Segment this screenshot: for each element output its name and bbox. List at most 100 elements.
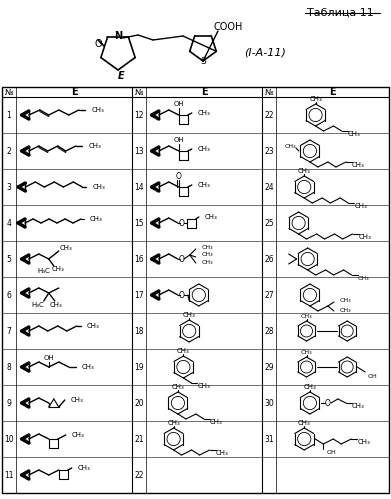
Text: O: O: [179, 290, 185, 299]
Text: №: №: [265, 87, 273, 96]
Text: E: E: [118, 71, 124, 81]
Text: 1: 1: [7, 110, 11, 119]
Text: 3: 3: [7, 183, 11, 192]
Text: CH₃: CH₃: [90, 216, 103, 222]
Text: 2: 2: [7, 147, 11, 156]
Text: OH: OH: [174, 137, 184, 143]
Text: CH₃: CH₃: [352, 162, 365, 168]
Text: CH₃: CH₃: [167, 420, 180, 426]
Text: H₃C: H₃C: [32, 302, 45, 308]
Text: CH₃: CH₃: [92, 107, 104, 113]
Text: 26: 26: [264, 254, 274, 263]
Text: 15: 15: [134, 219, 144, 228]
Text: CH₃: CH₃: [202, 252, 213, 257]
Text: CH₃: CH₃: [177, 348, 190, 354]
Text: CH₃: CH₃: [348, 131, 360, 137]
Text: CH₃: CH₃: [60, 245, 73, 251]
Text: 9: 9: [7, 399, 11, 408]
Text: (I-A-11): (I-A-11): [244, 47, 286, 57]
Text: 13: 13: [134, 147, 144, 156]
Text: CH₃: CH₃: [202, 245, 213, 250]
Text: №: №: [5, 87, 13, 96]
Text: OH: OH: [43, 355, 54, 361]
Text: 20: 20: [134, 399, 144, 408]
Text: 12: 12: [134, 110, 144, 119]
Text: CH₃: CH₃: [183, 312, 196, 318]
Text: CH₃: CH₃: [82, 364, 95, 370]
Text: CH₃: CH₃: [92, 184, 105, 190]
Text: CH₃: CH₃: [284, 144, 296, 149]
Text: 11: 11: [4, 471, 14, 480]
Text: OH: OH: [367, 373, 377, 379]
Text: 6: 6: [7, 290, 11, 299]
Text: CH₃: CH₃: [340, 297, 352, 302]
Text: Таблица 11: Таблица 11: [307, 8, 373, 18]
Text: O: O: [179, 254, 185, 263]
Text: OH: OH: [326, 451, 336, 456]
Text: 5: 5: [7, 254, 11, 263]
Text: CH₃: CH₃: [340, 307, 352, 312]
Text: CH₃: CH₃: [352, 403, 365, 409]
Text: 28: 28: [264, 326, 274, 335]
Text: 8: 8: [7, 362, 11, 371]
Text: CH₃: CH₃: [198, 110, 210, 116]
Text: O: O: [179, 219, 185, 228]
Text: CH₃: CH₃: [172, 384, 184, 390]
Text: CH₃: CH₃: [87, 323, 100, 329]
Text: 22: 22: [134, 471, 144, 480]
Text: CH₃: CH₃: [50, 302, 63, 308]
Text: CH₃: CH₃: [197, 383, 210, 389]
Text: OH: OH: [174, 101, 184, 107]
Text: CH₃: CH₃: [301, 313, 312, 318]
Text: CH₃: CH₃: [354, 203, 367, 209]
Text: E: E: [329, 87, 335, 97]
Text: CH₃: CH₃: [358, 275, 369, 280]
Text: S: S: [200, 56, 206, 65]
Text: O: O: [325, 399, 331, 408]
Text: 23: 23: [264, 147, 274, 156]
Text: CH₃: CH₃: [303, 384, 316, 390]
Text: CH₃: CH₃: [198, 146, 210, 152]
Text: CH₃: CH₃: [205, 214, 217, 220]
Text: COOH: COOH: [213, 22, 243, 32]
Text: 14: 14: [134, 183, 144, 192]
Text: №: №: [135, 87, 143, 96]
Text: CH₃: CH₃: [309, 96, 322, 102]
Text: 19: 19: [134, 362, 144, 371]
Text: CH₃: CH₃: [78, 465, 91, 471]
Text: 30: 30: [264, 399, 274, 408]
Text: 29: 29: [264, 362, 274, 371]
Text: 17: 17: [134, 290, 144, 299]
Text: E: E: [201, 87, 207, 97]
Text: CH₃: CH₃: [215, 450, 228, 456]
Text: 10: 10: [4, 435, 14, 444]
Text: 21: 21: [134, 435, 144, 444]
Text: 18: 18: [134, 326, 144, 335]
Text: O: O: [94, 39, 102, 49]
Text: CH₃: CH₃: [198, 182, 210, 188]
Text: O: O: [176, 172, 182, 181]
Text: CH₃: CH₃: [72, 432, 84, 438]
Text: CH₃: CH₃: [357, 439, 370, 445]
Text: H₃C: H₃C: [38, 268, 50, 274]
Text: CH₃: CH₃: [298, 168, 310, 174]
Text: 27: 27: [264, 290, 274, 299]
Text: CH₃: CH₃: [71, 397, 84, 403]
Text: CH₃: CH₃: [298, 420, 310, 426]
Bar: [2, 87, 389, 493]
Text: 7: 7: [7, 326, 11, 335]
Text: 22: 22: [264, 110, 274, 119]
Text: CH₃: CH₃: [202, 259, 213, 264]
Text: CH₃: CH₃: [52, 266, 65, 272]
Text: CH₃: CH₃: [359, 234, 371, 240]
Text: CH₃: CH₃: [301, 349, 312, 354]
Text: CH₃: CH₃: [89, 143, 102, 149]
Text: 4: 4: [7, 219, 11, 228]
Text: 16: 16: [134, 254, 144, 263]
Text: E: E: [71, 87, 77, 97]
Text: 24: 24: [264, 183, 274, 192]
Text: 25: 25: [264, 219, 274, 228]
Text: 31: 31: [264, 435, 274, 444]
Text: N: N: [114, 31, 122, 41]
Text: CH₃: CH₃: [210, 419, 222, 425]
